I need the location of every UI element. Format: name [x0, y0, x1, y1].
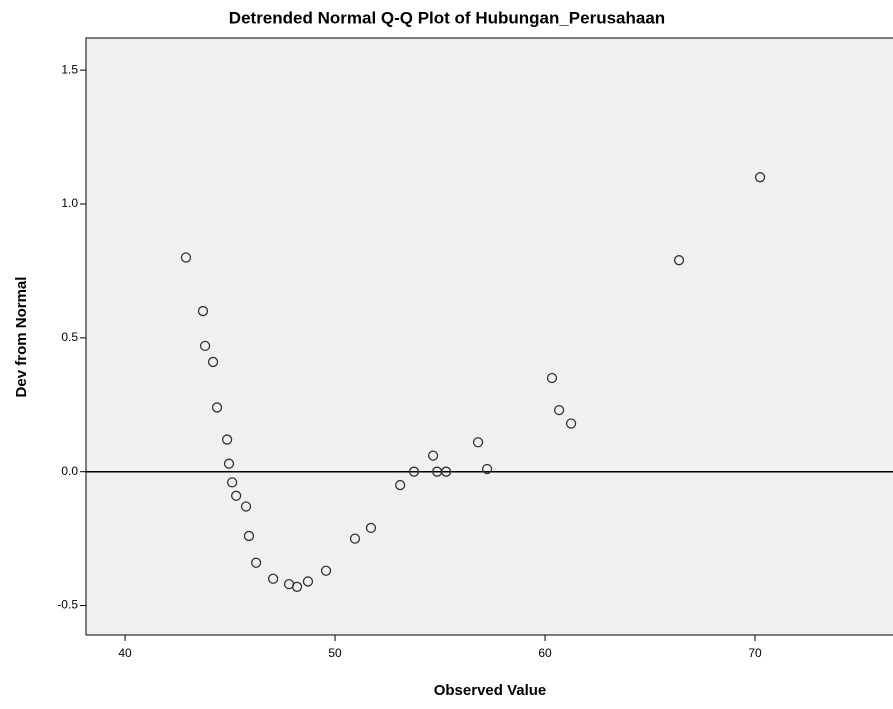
point — [481, 463, 493, 475]
x-tick-label: 50 — [328, 646, 342, 660]
point — [472, 437, 484, 448]
point — [230, 490, 242, 501]
y-tick-label: 1.0 — [61, 196, 78, 210]
x-tick-label: 40 — [118, 646, 132, 660]
x-tick-label: 60 — [538, 646, 552, 660]
point — [197, 305, 209, 317]
point — [291, 581, 303, 592]
point — [180, 252, 192, 263]
x-axis-label: Observed Value — [434, 682, 547, 699]
y-tick-label: -0.5 — [57, 598, 78, 612]
point — [302, 576, 314, 587]
x-tick-label: 70 — [748, 646, 762, 660]
point — [267, 573, 279, 584]
point — [349, 533, 361, 544]
point — [440, 466, 452, 477]
point — [394, 479, 406, 491]
y-tick-label: 0.5 — [61, 330, 78, 344]
point — [250, 557, 262, 568]
point — [408, 466, 420, 477]
point — [673, 255, 685, 266]
point — [211, 402, 223, 413]
point — [207, 356, 219, 368]
point — [754, 172, 766, 183]
y-tick-label: 1.5 — [61, 62, 78, 76]
y-axis-label: Dev from Normal — [13, 277, 30, 398]
y-tick-label: 0.0 — [61, 464, 78, 478]
point — [243, 530, 255, 542]
chart-title: Detrended Normal Q-Q Plot of Hubungan_Pe… — [229, 8, 665, 27]
point — [553, 404, 565, 416]
point — [565, 418, 577, 429]
point — [227, 477, 238, 488]
point — [427, 450, 439, 461]
point — [320, 565, 332, 576]
point — [546, 372, 558, 384]
point — [221, 434, 233, 445]
point — [365, 522, 377, 534]
point — [240, 501, 252, 512]
point — [223, 458, 235, 469]
point — [199, 340, 211, 352]
plot-area — [85, 37, 893, 636]
